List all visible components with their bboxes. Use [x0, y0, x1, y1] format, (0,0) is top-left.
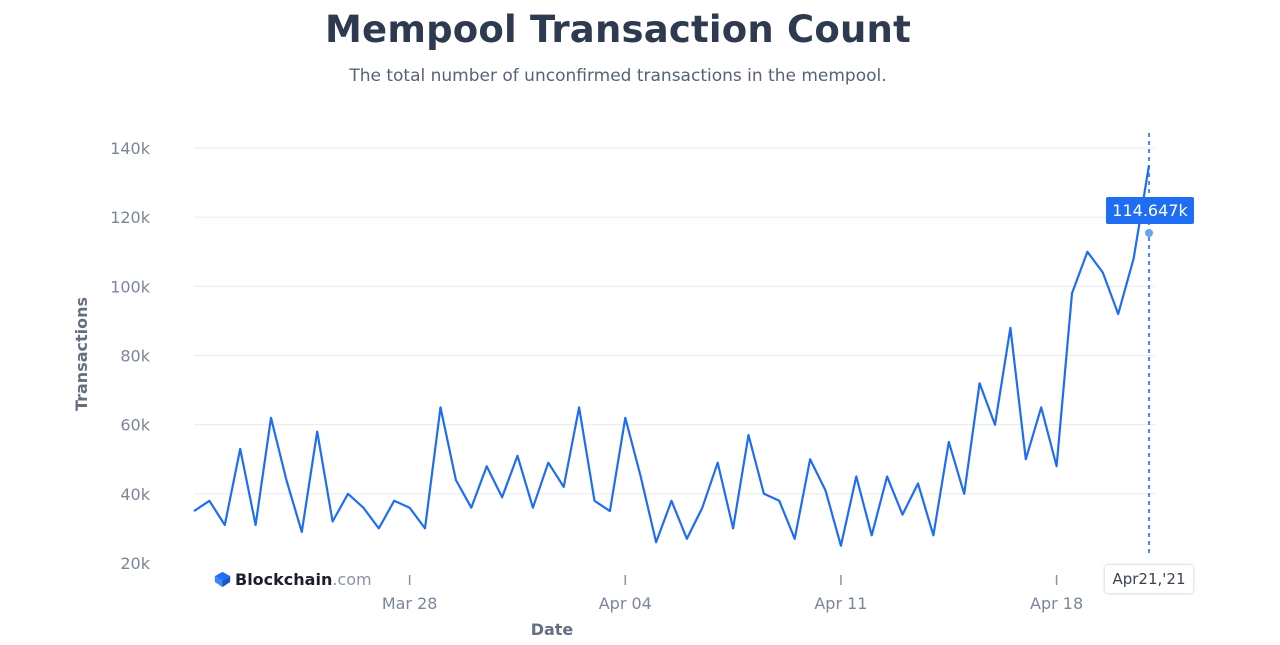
y-tick-label: 60k: [120, 416, 150, 435]
x-tick-label: Apr 11: [814, 594, 867, 613]
grid-lines: [194, 147, 1155, 495]
x-tick-label: Mar 28: [382, 594, 438, 613]
chart-title: Mempool Transaction Count: [325, 8, 911, 51]
y-tick-label: 140k: [110, 139, 151, 158]
tooltip-date: Apr21,'21: [1105, 565, 1193, 593]
brand-logo: Blockchain .com: [214, 570, 372, 589]
blockchain-logo-icon: [214, 571, 231, 588]
x-tick-label: Apr 18: [1030, 594, 1083, 613]
y-tick-label: 100k: [110, 277, 151, 296]
x-axis-ticks: Mar 28 Apr 04 Apr 11 Apr 18: [382, 575, 1083, 613]
x-tick-label: Apr 04: [599, 594, 652, 613]
brand-suffix: .com: [332, 570, 372, 589]
y-tick-label: 20k: [120, 554, 150, 573]
y-axis-title: Transactions: [72, 297, 91, 411]
chart-subtitle: The total number of unconfirmed transact…: [349, 66, 887, 86]
x-axis-title: Date: [531, 620, 574, 639]
series-line-mempool-count[interactable]: [193, 165, 1151, 547]
y-tick-label: 40k: [120, 485, 150, 504]
y-axis-ticks: 20k 40k 60k 80k 100k 120k 140k: [110, 139, 151, 573]
y-tick-label: 120k: [110, 208, 151, 227]
y-tick-label: 80k: [120, 347, 150, 366]
brand-name: Blockchain: [235, 570, 333, 589]
hover-point: [1145, 229, 1153, 237]
tooltip-value: 114.647k: [1106, 197, 1194, 224]
